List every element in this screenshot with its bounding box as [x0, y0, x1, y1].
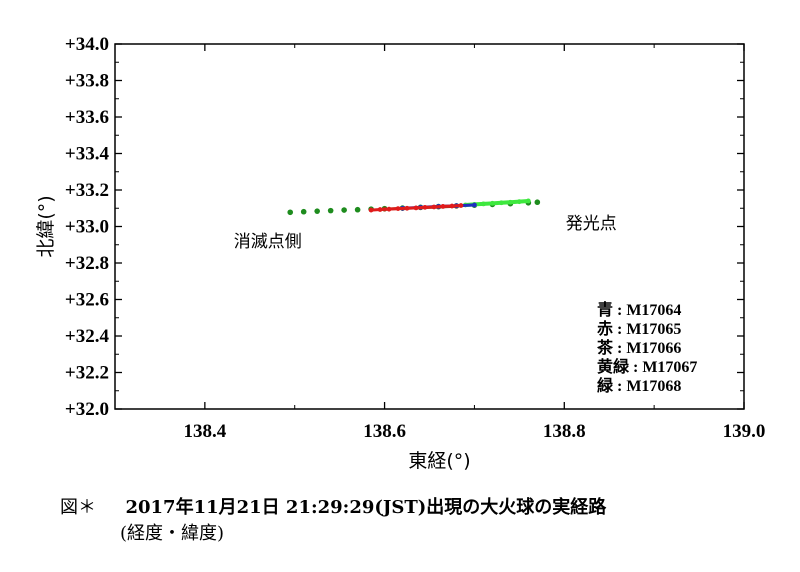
y-tick-label: +33.2: [65, 180, 109, 201]
data-point: [458, 203, 464, 208]
y-tick-label: +33.6: [65, 107, 109, 128]
y-tick-label: +33.4: [65, 144, 110, 165]
series-layer: [287, 198, 541, 216]
data-point: [386, 206, 392, 212]
data-point: [431, 204, 437, 210]
data-point: [440, 204, 446, 209]
chart: +32.0 +32.2 +32.4 +32.6 +32.8 +33.0 +33.2 +33.4…: [35, 34, 765, 472]
x-tick-label: 139.0: [723, 421, 766, 442]
figure-title: 2017年11月21日 21:29:29(JST)出現の大火球の実経路: [125, 497, 607, 518]
figure-subtitle: (経度・緯度): [120, 523, 225, 544]
data-point: [413, 205, 419, 211]
legend-entry: 茶 : M17066: [596, 338, 681, 357]
x-axis-title: 東経(°): [408, 450, 470, 472]
annotation-label: 消滅点側: [234, 232, 302, 252]
legend-entry: 青 : M17064: [597, 300, 681, 319]
data-point: [507, 199, 513, 205]
legend-entry: 赤 : M17065: [597, 319, 681, 338]
y-tick-label: +33.8: [65, 71, 109, 92]
x-axis: 138.4 138.6 138.8 139.0: [183, 44, 765, 442]
data-point: [472, 202, 477, 208]
y-tick-label: +33.0: [65, 217, 109, 238]
y-tick-label: +32.2: [65, 363, 109, 384]
y-tick-label: +34.0: [65, 34, 109, 55]
annotations: 消滅点側 発光点: [234, 214, 617, 252]
data-point: [490, 200, 495, 206]
data-point: [368, 207, 374, 213]
data-point: [354, 206, 361, 213]
data-point: [449, 203, 455, 209]
figure-label: 図＊: [60, 497, 96, 518]
y-tick-label: +32.6: [65, 290, 109, 311]
annotation-label: 発光点: [566, 214, 617, 234]
data-point: [525, 198, 531, 204]
data-point: [534, 199, 541, 206]
data-point: [516, 199, 522, 205]
y-tick-label: +32.4: [65, 326, 110, 347]
y-tick-label: +32.0: [65, 399, 109, 420]
data-point: [314, 208, 320, 214]
data-point: [481, 201, 486, 207]
legend-entry: 緑 : M17068: [597, 376, 681, 395]
data-point: [300, 208, 307, 215]
data-point: [287, 209, 294, 216]
y-axis: +32.0 +32.2 +32.4 +32.6 +32.8 +33.0 +33.2 +33.4…: [65, 34, 744, 420]
data-point: [395, 206, 401, 212]
data-point: [341, 207, 347, 213]
data-point: [327, 207, 334, 214]
x-tick-label: 138.4: [183, 421, 226, 442]
y-tick-label: +32.8: [65, 253, 109, 274]
data-point: [377, 207, 383, 212]
figure-caption: 図＊ 2017年11月21日 21:29:29(JST)出現の大火球の実経路: [60, 497, 606, 519]
data-point: [422, 204, 428, 210]
y-axis-title: 北緯(°): [35, 195, 57, 257]
data-point: [498, 200, 504, 206]
data-point: [404, 205, 410, 211]
x-tick-label: 138.8: [543, 421, 586, 442]
series-2: [368, 203, 464, 213]
x-tick-label: 138.6: [363, 421, 406, 442]
legend-entry: 黄緑 : M17067: [597, 357, 697, 376]
